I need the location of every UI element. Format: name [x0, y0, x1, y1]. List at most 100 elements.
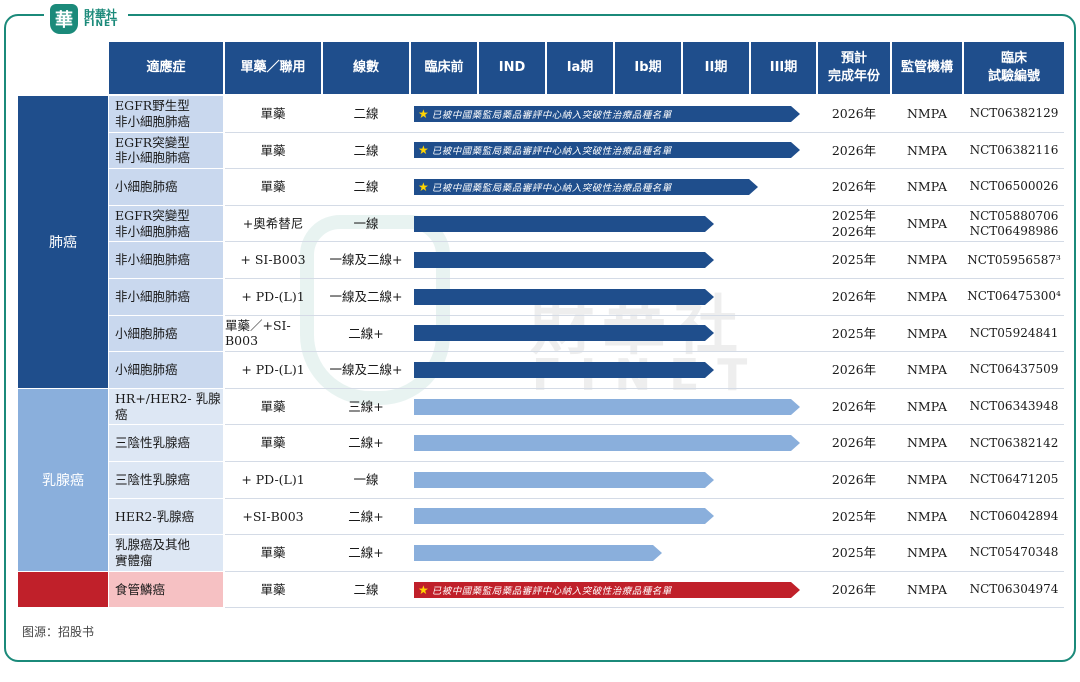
- star-icon: ★: [418, 106, 429, 121]
- completion-year-cell: 2025年: [818, 535, 890, 571]
- indication-cell-bg: [109, 169, 223, 205]
- progress-bar: [414, 252, 714, 269]
- completion-year-cell-value: 2026年: [831, 435, 877, 451]
- progress-bar-body: ★ 已被中國藥監局藥品審評中心納入突破性治療品種名單: [414, 142, 791, 159]
- indication-cell-bg: [109, 242, 223, 278]
- indication-cell-bg: [109, 205, 223, 242]
- trial-number-cell-value: NCT06500026: [969, 179, 1059, 194]
- star-icon: ★: [418, 180, 429, 194]
- mode-cell: + SI-B003: [240, 252, 306, 268]
- category-breast-cancer: 乳腺癌: [18, 388, 108, 571]
- trial-number-cell: NCT06471205: [964, 462, 1064, 498]
- trial-number-cell-value: NCT06498986: [969, 223, 1059, 238]
- logo-cn-text: 財華社: [84, 8, 117, 21]
- trial-number-cell-value: NCT05956587³: [967, 252, 1061, 267]
- progress-bar-arrow: [791, 435, 800, 452]
- progress-bar: ★ 已被中國藥監局藥品審評中心納入突破性治療品種名單: [414, 105, 800, 122]
- progress-bar: [414, 435, 800, 452]
- content-frame: [4, 14, 1076, 662]
- star-icon: ★: [418, 582, 429, 597]
- completion-year-cell-value: 2026年: [831, 179, 877, 195]
- indication-cell: 非小細胞肺癌: [115, 288, 191, 304]
- regulator-cell: NMPA: [906, 508, 948, 524]
- trial-number-cell: NCT06437509: [964, 352, 1064, 388]
- indication-cell-bg: [109, 388, 223, 425]
- row-divider: [225, 607, 1064, 609]
- line-cell: 二線+: [348, 325, 384, 341]
- progress-bar: [414, 362, 714, 378]
- progress-bar-arrow: [705, 215, 714, 232]
- breakthrough-note: 已被中國藥監局藥品審評中心納入突破性治療品種名單: [431, 109, 672, 121]
- progress-bar: [414, 215, 714, 232]
- row-divider: [225, 424, 1064, 426]
- header-mode: 單藥／聯用: [225, 42, 321, 94]
- row-divider: [225, 570, 1064, 572]
- finet-logo: 華 財華社 FINET: [44, 2, 129, 36]
- mode-cell: + PD-(L)1: [241, 471, 305, 487]
- row-divider: [225, 131, 1064, 133]
- line-cell: 二線+: [348, 435, 384, 451]
- indication-cell: 三陰性乳腺癌: [115, 471, 191, 487]
- header-preclinical: 臨床前: [411, 42, 477, 94]
- mode-cell: 單藥: [260, 398, 286, 414]
- progress-bar-arrow: [791, 398, 800, 415]
- regulator-cell: NMPA: [906, 215, 948, 231]
- completion-year-cell-value: 2025年: [831, 545, 877, 561]
- mode-cell: 單藥: [260, 105, 286, 121]
- row-divider: [225, 387, 1064, 389]
- indication-cell: 小細胞肺癌: [115, 325, 178, 341]
- indication-cell: 小細胞肺癌: [115, 179, 178, 195]
- completion-year-cell-value: 2026年: [831, 142, 877, 158]
- progress-bar: [414, 398, 800, 415]
- row-divider: [225, 351, 1064, 353]
- regulator-cell: NMPA: [906, 581, 948, 597]
- completion-year-cell: 2025年: [818, 316, 890, 352]
- progress-bar-body: [414, 362, 705, 378]
- header-phase-iii: III期: [751, 42, 816, 94]
- mode-cell: + PD-(L)1: [241, 362, 305, 378]
- header-ind: IND: [479, 42, 545, 94]
- progress-bar-arrow: [791, 105, 800, 122]
- mode-cell: 單藥: [260, 179, 286, 195]
- completion-year-cell: 2026年: [818, 462, 890, 498]
- indication-cell: 三陰性乳腺癌: [115, 435, 191, 451]
- indication-cell: EGFR突變型 非小細胞肺癌: [115, 134, 191, 166]
- progress-bar: [414, 471, 714, 488]
- line-cell: 二線+: [348, 545, 384, 561]
- completion-year-cell: 2026年: [818, 96, 890, 132]
- mode-cell: 單藥: [260, 435, 286, 451]
- trial-number-cell-value: NCT06382142: [969, 435, 1059, 450]
- line-cell: 一線: [353, 215, 379, 231]
- trial-number-cell-value: NCT06437509: [969, 362, 1059, 377]
- mode-cell: 單藥: [260, 545, 286, 561]
- line-cell: 一線: [353, 471, 379, 487]
- trial-number-cell: NCT06343948: [964, 389, 1064, 425]
- header-indication: 適應症: [109, 42, 223, 94]
- completion-year-cell: 2026年: [818, 389, 890, 425]
- progress-bar: [414, 508, 714, 525]
- progress-bar-arrow: [791, 142, 800, 159]
- progress-bar-arrow: [705, 471, 714, 488]
- regulator-cell: NMPA: [906, 545, 948, 561]
- completion-year-cell: 2026年: [818, 169, 890, 205]
- indication-cell-bg: [109, 535, 223, 571]
- completion-year-cell: 2026年: [818, 352, 890, 388]
- indication-cell-bg: [109, 279, 223, 315]
- progress-bar-body: [414, 435, 791, 452]
- trial-number-cell: NCT06304974: [964, 572, 1064, 608]
- indication-cell: 食管鱗癌: [115, 581, 166, 597]
- trial-number-cell: NCT05470348: [964, 535, 1064, 571]
- indication-cell-bg: [109, 571, 223, 608]
- line-cell: 三線+: [348, 398, 384, 414]
- completion-year-cell: 2026年: [818, 572, 890, 608]
- breakthrough-note: 已被中國藥監局藥品審評中心納入突破性治療品種名單: [431, 146, 672, 158]
- completion-year-cell-value: 2026年: [831, 362, 877, 378]
- category-lung-cancer: 肺癌: [18, 96, 108, 388]
- trial-number-cell: NCT05880706 NCT06498986: [964, 206, 1064, 242]
- completion-year-cell-value: 2026年: [831, 581, 877, 597]
- regulator-cell: NMPA: [906, 362, 948, 378]
- progress-bar-arrow: [705, 362, 714, 378]
- trial-number-cell-value: NCT06475300⁴: [967, 289, 1061, 304]
- line-cell: 二線: [353, 142, 379, 158]
- progress-bar: [414, 325, 714, 342]
